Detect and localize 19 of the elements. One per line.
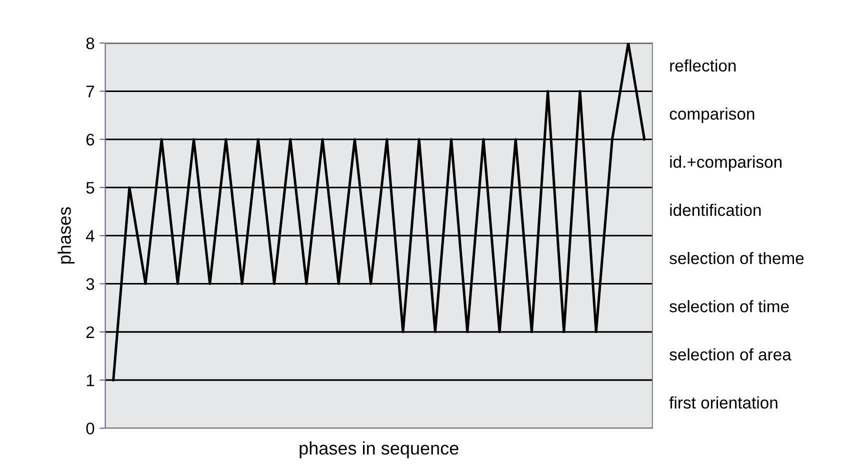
y-tick-label: 0 [86,422,94,434]
x-axis-title: phases in sequence [300,441,458,458]
y-tick-label: 3 [86,278,94,290]
band-label: id.+comparison [670,156,782,172]
band-label: reflection [670,59,736,72]
y-tick-label: 8 [86,37,94,50]
band-label: first orientation [669,396,778,409]
band-label: comparison [670,108,754,124]
y-tick-label: 7 [86,86,94,98]
band-label: selection of time [670,300,789,312]
y-tick-label: 4 [86,230,94,242]
y-tick-label: 6 [86,134,94,146]
band-label: identification [670,204,761,216]
y-tick-label: 5 [86,182,94,194]
band-label: selection of area [670,348,792,360]
y-tick-label: 2 [86,326,94,338]
y-axis-title: phases [58,207,74,264]
y-tick-label: 1 [86,374,94,386]
band-label: selection of theme [670,252,804,264]
